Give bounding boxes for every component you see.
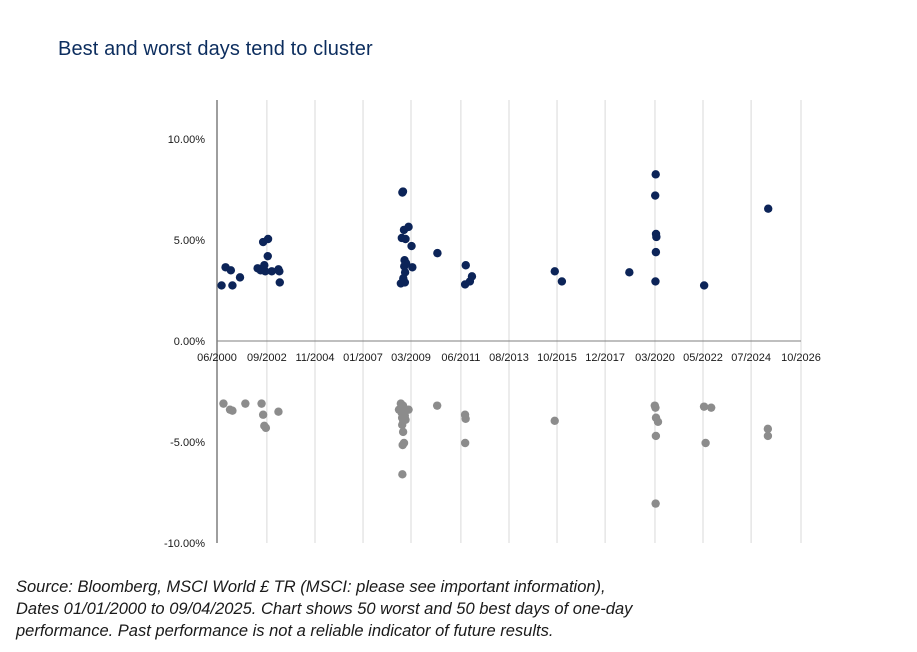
worst-day-point [228, 406, 237, 415]
y-tick-label: 5.00% [174, 235, 205, 247]
best-day-point [401, 234, 410, 244]
worst-day-point [404, 405, 413, 414]
worst-day-point [219, 399, 228, 408]
best-day-point [461, 261, 470, 270]
best-day-point [467, 272, 477, 281]
footnote-line-2: Dates 01/01/2000 to 09/04/2025. Chart sh… [16, 600, 633, 618]
worst-day-point [401, 415, 410, 424]
best-day-point [408, 263, 417, 272]
best-day-point [228, 281, 237, 290]
worst-day-point [653, 417, 663, 426]
worst-day-point [398, 470, 407, 479]
x-tick-label: 10/2026 [781, 352, 821, 364]
best-day-point [401, 259, 411, 268]
worst-day-point [258, 410, 268, 419]
best-day-point [550, 267, 559, 276]
x-tick-label: 10/2015 [537, 352, 577, 364]
worst-day-point [651, 403, 660, 412]
best-day-point [217, 281, 226, 290]
best-day-point [652, 232, 661, 242]
best-day-point [651, 191, 660, 200]
x-tick-label: 05/2022 [683, 352, 723, 364]
x-tick-label: 01/2007 [343, 352, 383, 364]
footnote-line-3: performance. Past performance is not a r… [16, 622, 554, 640]
worst-day-point [763, 424, 773, 434]
y-tick-label: 0.00% [174, 336, 205, 348]
worst-day-point [651, 499, 660, 508]
x-tick-label: 03/2009 [391, 352, 431, 364]
best-day-point [275, 267, 284, 276]
best-day-point [263, 234, 273, 244]
worst-day-point [701, 438, 710, 448]
x-tick-label: 07/2024 [731, 352, 771, 364]
worst-day-point [241, 399, 250, 408]
x-tick-label: 03/2020 [635, 352, 675, 364]
worst-day-point [460, 438, 470, 448]
tick-labels: -10.00% -5.00% 0.00% 5.00% 10.00% 06/2000 09/2… [164, 134, 821, 550]
x-tick-label: 12/2017 [585, 352, 625, 364]
best-day-point [263, 251, 272, 261]
best-day-point [398, 187, 408, 196]
best-day-point [407, 241, 416, 251]
best-day-point [625, 268, 634, 277]
worst-day-point [651, 431, 661, 441]
worst-day-point [261, 423, 271, 433]
worst-day-point [274, 407, 283, 416]
best-day-point [400, 278, 410, 287]
x-tick-label: 06/2011 [441, 352, 480, 364]
worst-day-point [763, 431, 773, 441]
chart-title: Best and worst days tend to cluster [58, 38, 373, 60]
x-tick-label: 08/2013 [489, 352, 529, 364]
worst-day-point [398, 427, 408, 437]
y-tick-label: -5.00% [170, 437, 205, 449]
data-points [217, 170, 773, 508]
best-day-point [261, 267, 270, 276]
x-tick-label: 09/2002 [247, 352, 287, 364]
y-tick-label: -10.00% [164, 538, 205, 550]
best-day-point [226, 266, 236, 275]
best-day-point [235, 273, 245, 282]
x-tick-label: 06/2000 [197, 352, 237, 364]
x-tick-label: 11/2004 [296, 352, 335, 364]
worst-day-point [699, 402, 709, 411]
source-footnote: Source: Bloomberg, MSCI World £ TR (MSCI… [16, 576, 896, 642]
worst-day-point [550, 416, 559, 425]
worst-day-point [461, 414, 470, 423]
axes [216, 100, 801, 543]
worst-day-point [399, 438, 409, 448]
worst-day-point [706, 403, 716, 412]
best-day-point [764, 204, 773, 213]
best-day-point [404, 222, 413, 232]
best-day-point [651, 247, 661, 257]
footnote-line-1: Source: Bloomberg, MSCI World £ TR (MSCI… [16, 578, 606, 596]
best-day-point [275, 278, 284, 287]
worst-day-point [432, 401, 442, 410]
y-tick-label: 10.00% [168, 134, 206, 146]
best-day-point [699, 281, 709, 290]
gridlines [266, 100, 802, 543]
best-day-point [267, 267, 276, 276]
best-day-point [433, 248, 442, 258]
best-day-point [400, 268, 410, 277]
scatter-chart: -10.00% -5.00% 0.00% 5.00% 10.00% 06/2000 09/2… [164, 100, 821, 550]
best-day-point [651, 277, 660, 286]
best-day-point [557, 277, 567, 286]
worst-day-point [257, 399, 266, 408]
best-day-point [651, 170, 660, 179]
